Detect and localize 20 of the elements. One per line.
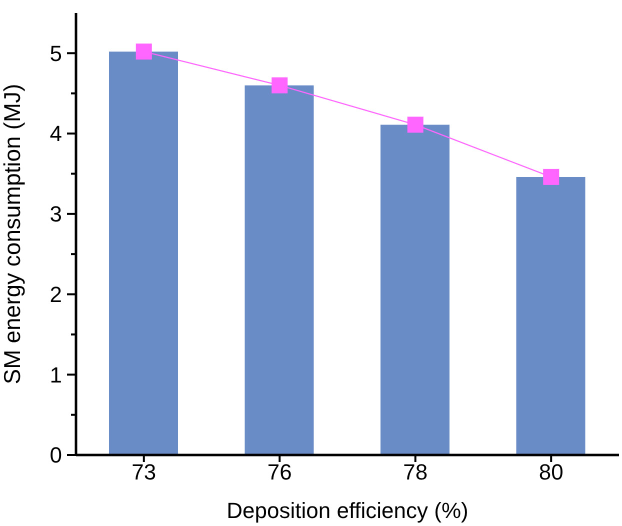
- y-tick-label: 2: [50, 282, 62, 307]
- x-tick-label: 73: [132, 460, 156, 485]
- x-tick-label: 76: [267, 460, 292, 485]
- point: [272, 77, 288, 94]
- bar: [109, 52, 178, 455]
- x-axis-title: Deposition efficiency (%): [226, 498, 468, 523]
- y-tick-label: 5: [50, 40, 62, 66]
- x-tick-label: 78: [403, 460, 428, 485]
- bar: [244, 85, 314, 455]
- y-tick-label: 0: [50, 442, 62, 468]
- point: [136, 44, 152, 60]
- bar: [516, 176, 586, 455]
- point: [407, 116, 424, 133]
- y-tick-label: 4: [50, 121, 62, 146]
- point: [543, 168, 560, 185]
- x-tick-label: 80: [538, 460, 564, 485]
- bar: [380, 124, 450, 455]
- y-axis-title: SM energy consumption (MJ): [0, 84, 26, 384]
- y-tick-label: 1: [50, 362, 62, 388]
- y-tick-label: 3: [50, 202, 62, 227]
